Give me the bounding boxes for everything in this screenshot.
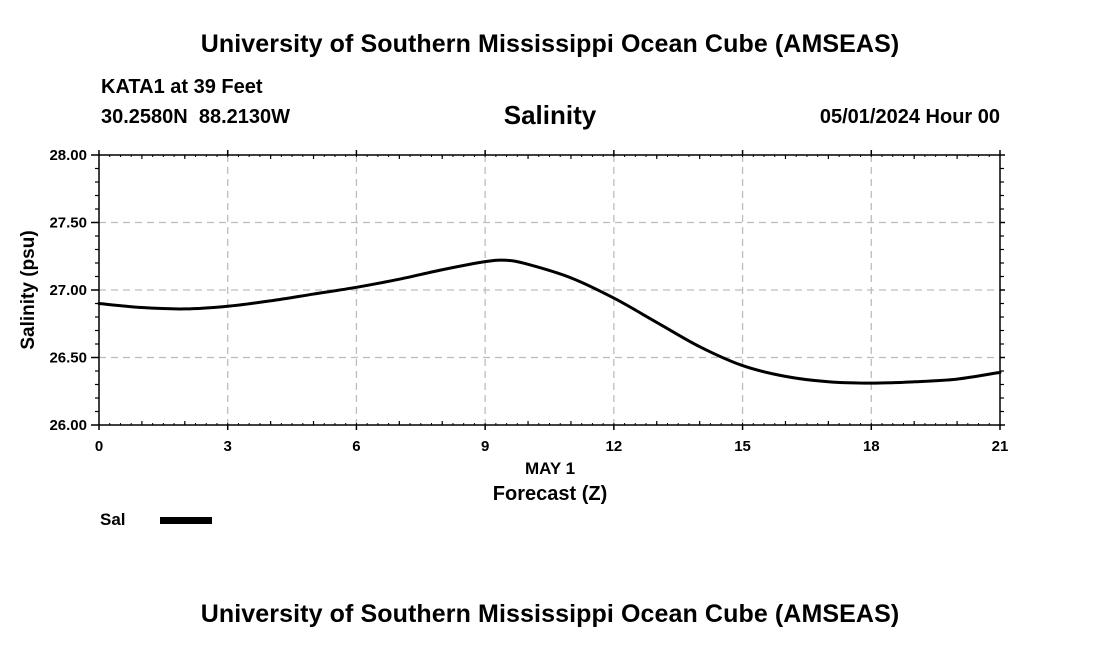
- tick-layer: 0 3 6 9 12 15 18 21 26.00 26.50 27.00 27.50 28.00: [49, 147, 1008, 455]
- x-tick-label: 6: [352, 438, 360, 455]
- x-tick-label: 15: [734, 438, 751, 455]
- x-tick-label: 0: [95, 438, 103, 455]
- legend: Sal: [100, 510, 212, 530]
- grid-layer: [99, 155, 1000, 425]
- series-layer: [97, 258, 1002, 385]
- y-axis-label: Salinity (psu): [18, 230, 39, 349]
- label-layer: MAY 1 Forecast (Z) Salinity (psu): [18, 230, 607, 505]
- y-tick-label: 27.00: [49, 282, 87, 299]
- legend-label: Sal: [100, 510, 126, 529]
- y-tick-label: 26.50: [49, 350, 87, 367]
- chart-title: Salinity: [503, 100, 597, 130]
- y-tick-label: 26.00: [49, 417, 87, 434]
- y-tick-label: 28.00: [49, 147, 87, 164]
- x-tick-label: 9: [481, 438, 489, 455]
- footer-title: University of Southern Mississippi Ocean…: [200, 600, 900, 628]
- x-tick-label: 21: [992, 438, 1009, 455]
- x-axis-date-label: MAY 1: [525, 459, 575, 478]
- page-title: University of Southern Mississippi Ocean…: [200, 30, 900, 58]
- y-tick-label: 27.50: [49, 215, 87, 232]
- x-axis-label: Forecast (Z): [493, 483, 607, 505]
- series-line-sal: [97, 258, 1002, 385]
- station-label: KATA1 at 39 Feet: [101, 76, 263, 98]
- x-tick-label: 18: [863, 438, 880, 455]
- datetime-label: 05/01/2024 Hour 00: [819, 106, 1000, 128]
- x-tick-label: 3: [224, 438, 232, 455]
- coordinates-label: 30.2580N 88.2130W: [101, 106, 291, 128]
- legend-swatch: [160, 516, 212, 524]
- x-tick-label: 12: [606, 438, 623, 455]
